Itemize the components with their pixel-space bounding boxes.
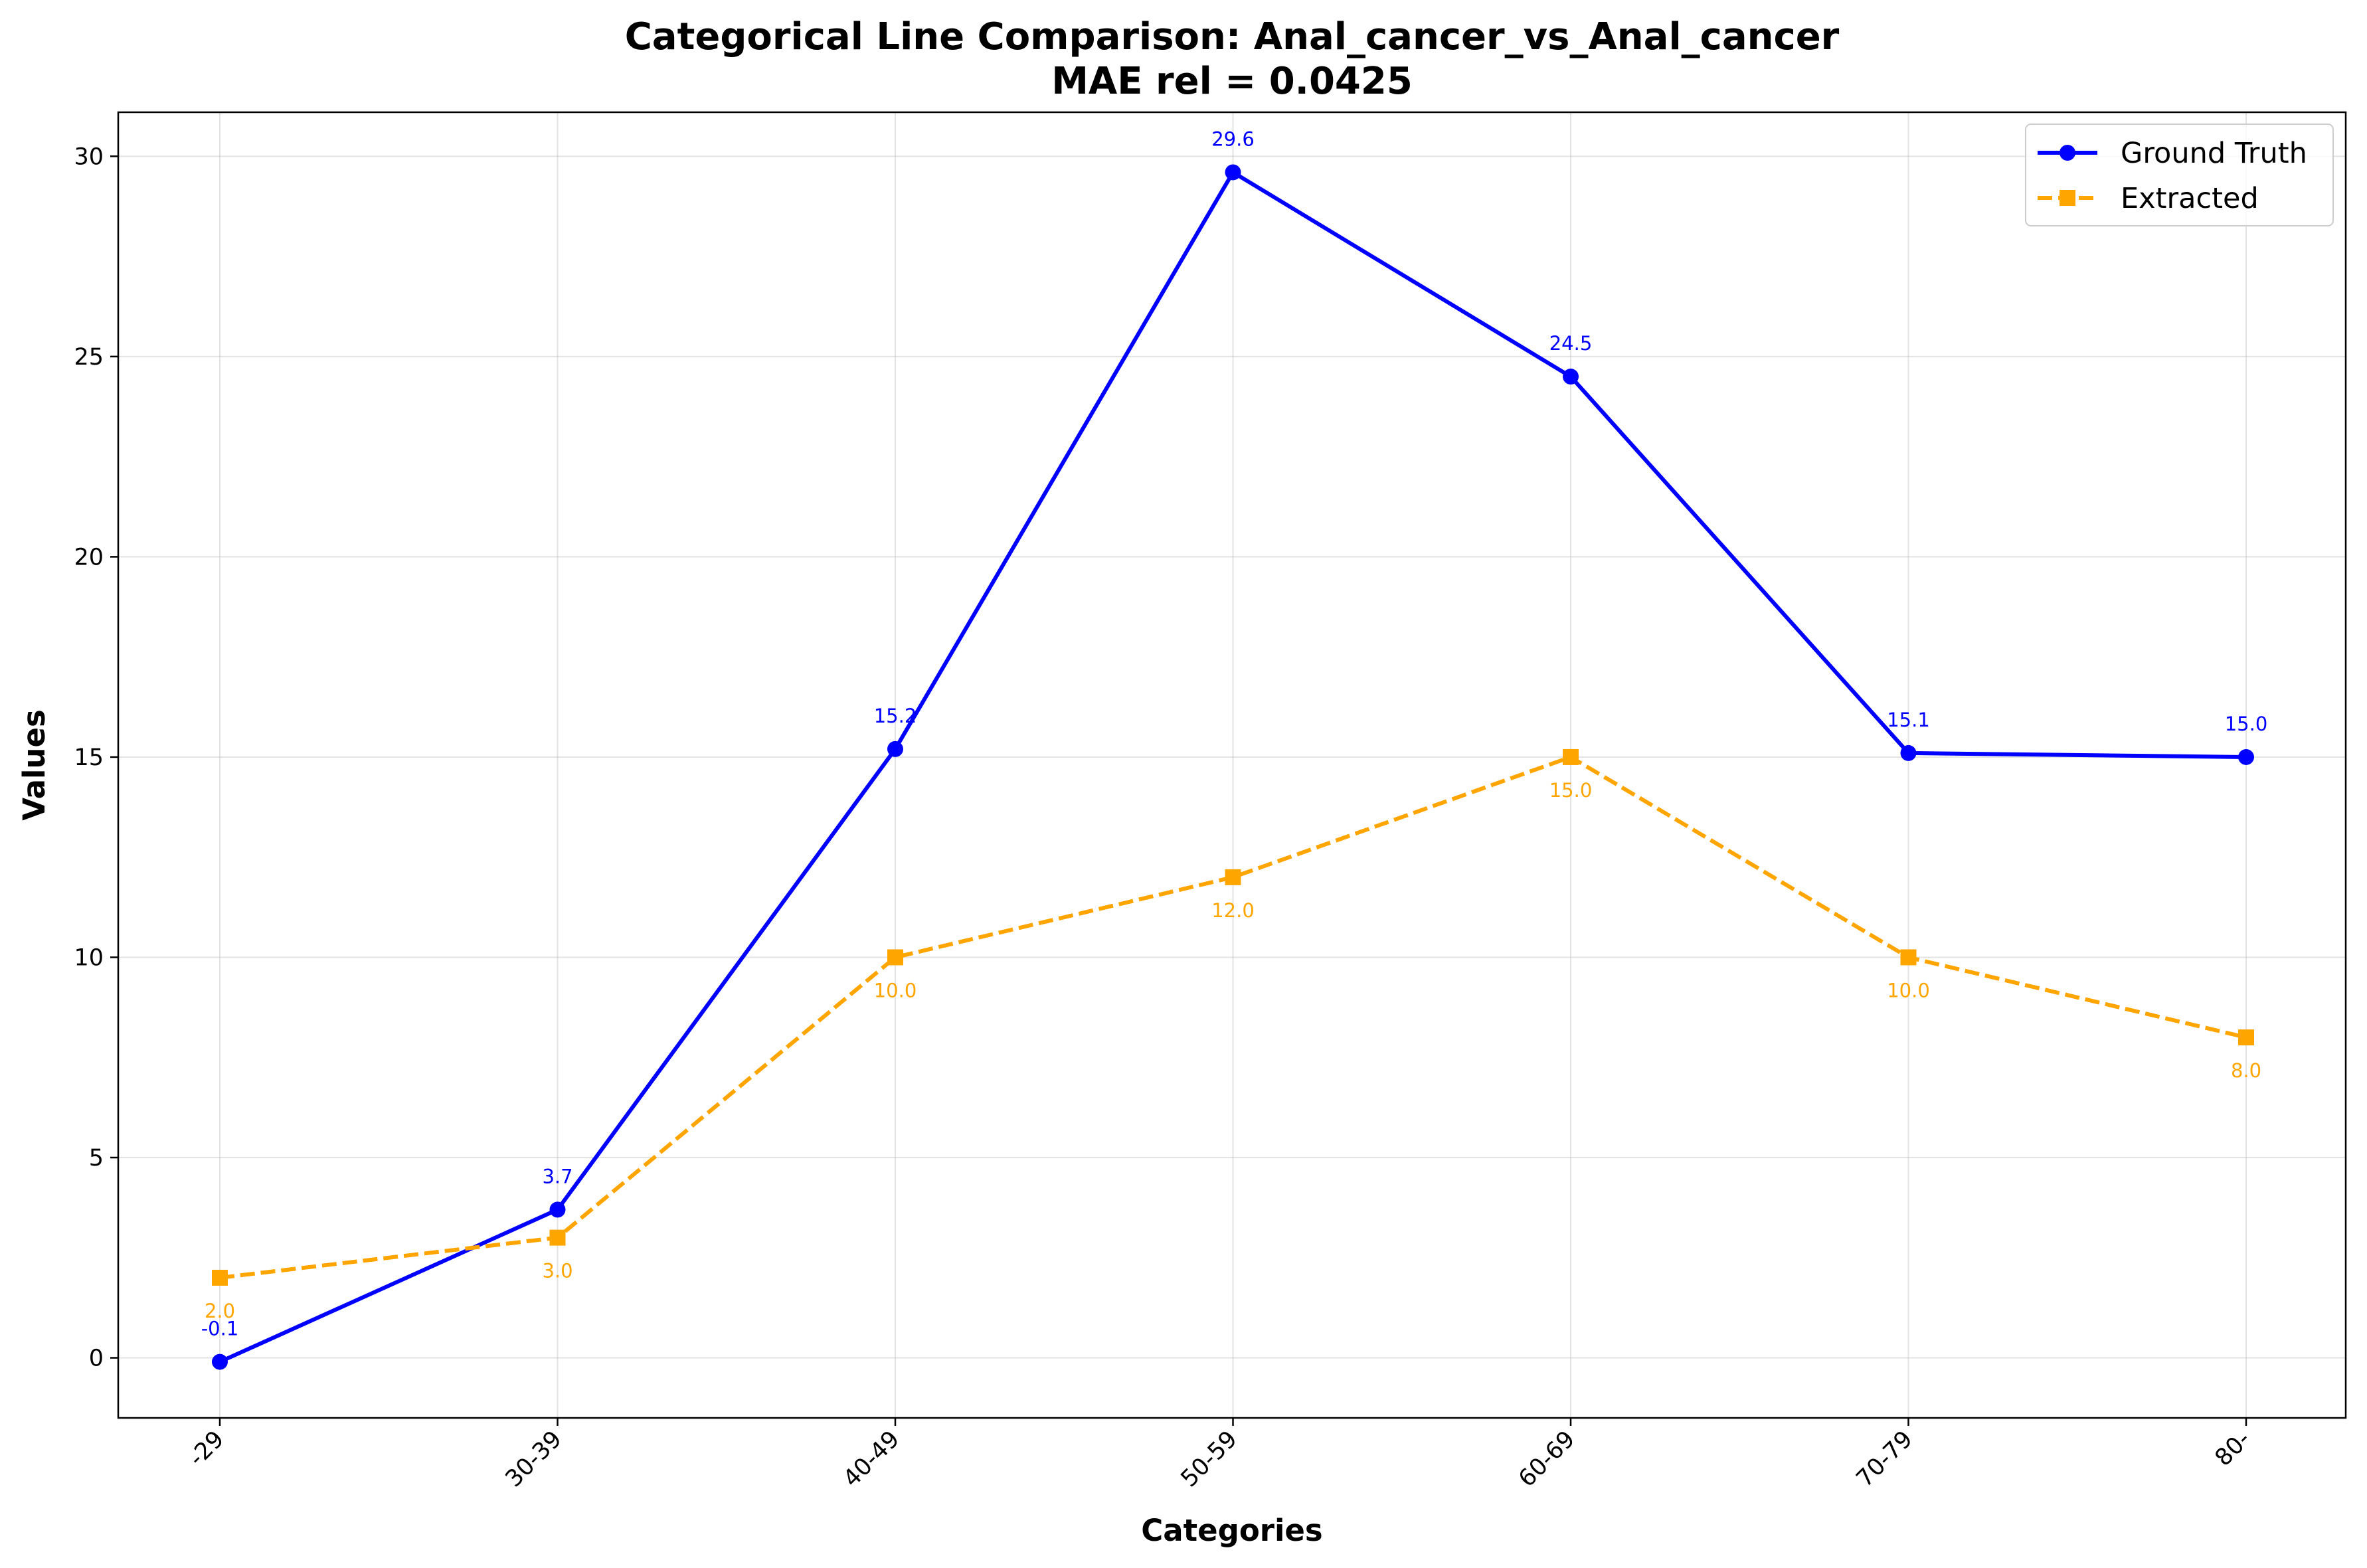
series-extracted: 2.0 3.0 10.0 12.0 15.0 10.0 8.0 (205, 748, 2261, 1322)
data-point (1225, 164, 1241, 181)
data-label: 10.0 (874, 979, 917, 1002)
legend-marker (2060, 145, 2075, 161)
data-label: 15.0 (2225, 713, 2268, 735)
data-point (212, 1269, 228, 1286)
series-layer: -0.1 3.7 15.2 29.6 24.5 15.1 15.0 2.0 3.0 10.0 12.… (201, 128, 2268, 1370)
data-point (1900, 744, 1917, 761)
legend: Ground Truth Extracted (2025, 124, 2334, 226)
data-label: 8.0 (2231, 1059, 2261, 1082)
data-point (887, 949, 903, 966)
data-label: 3.0 (542, 1260, 572, 1282)
y-axis-label: Values (17, 709, 52, 821)
chart-subtitle: MAE rel = 0.0425 (1051, 60, 1413, 103)
data-point (212, 1353, 228, 1370)
data-label: 15.0 (1549, 779, 1593, 802)
y-tick-label: 15 (74, 744, 104, 771)
data-label: 29.6 (1211, 128, 1255, 150)
series-ground-truth: -0.1 3.7 15.2 29.6 24.5 15.1 15.0 (201, 128, 2268, 1370)
legend-label: Extracted (2121, 182, 2259, 215)
x-tick-label: 50-59 (1176, 1426, 1243, 1492)
x-tick-label: 80- (2210, 1426, 2256, 1472)
data-label: 15.2 (874, 705, 917, 727)
x-tick-label: -29 (184, 1426, 230, 1472)
data-label: 3.7 (542, 1165, 572, 1187)
data-point (1563, 748, 1579, 765)
legend-marker (2060, 190, 2075, 206)
axis-ticks: 0 5 10 15 20 25 30 -29 30-39 40-49 50-59 60-69 70-79… (74, 143, 2255, 1492)
y-tick-label: 25 (74, 344, 104, 371)
data-point (887, 740, 903, 757)
x-axis-label: Categories (1141, 1513, 1322, 1548)
data-label: 10.0 (1887, 979, 1930, 1002)
data-point (1900, 949, 1917, 966)
legend-label: Ground Truth (2121, 137, 2307, 170)
data-point (2238, 1029, 2254, 1046)
data-point (549, 1201, 566, 1218)
y-tick-label: 10 (74, 944, 104, 971)
data-point (1225, 869, 1241, 885)
x-tick-label: 70-79 (1852, 1426, 1918, 1492)
grid-lines (118, 112, 2346, 1418)
y-tick-label: 20 (74, 544, 104, 570)
x-tick-label: 30-39 (501, 1426, 567, 1492)
plot-frame (117, 111, 2347, 1419)
y-tick-label: 0 (89, 1346, 104, 1372)
x-tick-label: 40-49 (838, 1426, 905, 1492)
data-point (549, 1229, 566, 1246)
data-point (1563, 369, 1579, 385)
y-tick-label: 5 (89, 1145, 104, 1172)
data-label: 24.5 (1549, 332, 1593, 355)
data-label: 15.1 (1887, 709, 1930, 731)
x-tick-label: 60-69 (1514, 1426, 1580, 1492)
y-tick-label: 30 (74, 143, 104, 170)
data-point (2238, 748, 2254, 765)
data-label: 2.0 (205, 1300, 235, 1322)
legend-box (2025, 124, 2334, 226)
chart-title: Categorical Line Comparison: Anal_cancer… (625, 15, 1840, 58)
data-label: -0.1 (201, 1318, 239, 1340)
data-label: 12.0 (1211, 899, 1255, 922)
